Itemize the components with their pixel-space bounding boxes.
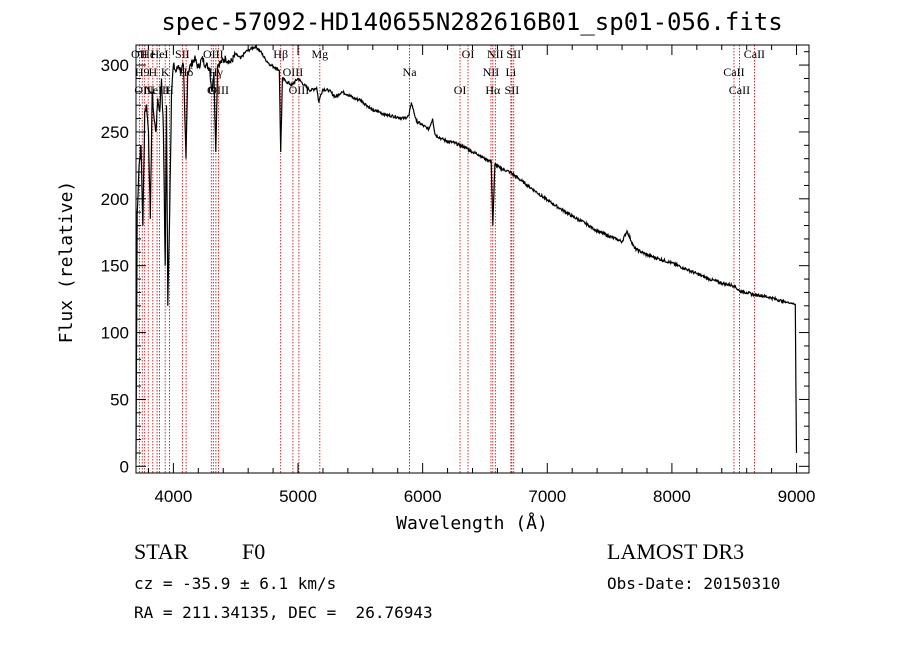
line-marker-label: He xyxy=(141,47,155,61)
line-marker-label: NII xyxy=(487,47,504,61)
y-tick-label: 100 xyxy=(101,324,129,343)
y-tick-label: 300 xyxy=(101,56,129,75)
line-marker-label: Mg xyxy=(311,47,328,61)
line-marker-label: Hα xyxy=(485,83,501,97)
line-marker-label: Li xyxy=(506,65,517,79)
line-marker-label: OI xyxy=(462,47,475,61)
spectrum-line xyxy=(135,44,798,460)
line-marker-label: NeIII xyxy=(144,83,170,97)
redshift-value: cz = -35.9 ± 6.1 km/s xyxy=(134,574,337,593)
y-tick-label: 200 xyxy=(101,190,129,209)
line-marker-label: HeI xyxy=(151,47,169,61)
x-tick-label: 7000 xyxy=(528,487,566,506)
x-tick-label: 4000 xyxy=(154,487,192,506)
line-marker-label: OI xyxy=(454,83,467,97)
x-tick-label: 8000 xyxy=(653,487,691,506)
x-tick-label: 6000 xyxy=(404,487,442,506)
line-marker-label: CaII xyxy=(744,47,765,61)
obs-date: Obs-Date: 20150310 xyxy=(607,574,781,593)
line-marker-label: Hβ xyxy=(273,47,288,61)
line-marker-label: Hγ xyxy=(209,65,224,79)
line-marker-label: CaII xyxy=(729,83,750,97)
line-marker-label: H xyxy=(148,65,157,79)
line-marker-label: SII xyxy=(175,47,190,61)
line-marker-label: OIII xyxy=(134,83,155,97)
line-marker-label: OIII xyxy=(289,83,310,97)
y-tick-label: 250 xyxy=(101,123,129,142)
line-markers xyxy=(138,45,755,473)
x-tick-label: 5000 xyxy=(279,487,317,506)
y-tick-label: 0 xyxy=(120,457,129,476)
line-marker-label: SII xyxy=(505,83,520,97)
y-tick-label: 150 xyxy=(101,257,129,276)
line-marker-label: K xyxy=(161,65,170,79)
line-marker-label: SII xyxy=(506,47,521,61)
line-marker-label: OII xyxy=(131,47,148,61)
line-marker-label: H9 xyxy=(135,65,150,79)
line-marker-labels: OIIH9OIIIHeHNeIIIHeIKHSIIHδGOIIIHγOIIIHβ… xyxy=(131,47,765,97)
line-marker-label: Na xyxy=(403,65,418,79)
y-axis-ticks: 0 50 100 150 200 250 300 xyxy=(101,51,809,476)
plot-frame xyxy=(135,44,810,474)
line-marker-label: NII xyxy=(483,65,500,79)
line-marker-label: CaII xyxy=(723,65,744,79)
line-marker-label: OIII xyxy=(203,47,224,61)
line-marker-label: OIII xyxy=(208,83,229,97)
y-tick-label: 50 xyxy=(110,390,129,409)
object-subclass: F0 xyxy=(242,539,266,564)
x-axis-label: Wavelength (Å) xyxy=(396,512,548,534)
line-marker-label: H xyxy=(165,83,174,97)
x-axis-ticks: 4000 5000 6000 7000 8000 9000 xyxy=(147,45,816,506)
chart-title: spec-57092-HD140655N282616B01_sp01-056.f… xyxy=(161,8,782,36)
spectrum-chart: spec-57092-HD140655N282616B01_sp01-056.f… xyxy=(56,8,816,534)
y-axis-label: Flux (relative) xyxy=(56,181,77,344)
line-marker-label: OIII xyxy=(283,65,304,79)
x-tick-label: 9000 xyxy=(778,487,816,506)
survey-label: LAMOST DR3 xyxy=(607,539,745,564)
coordinates: RA = 211.34135, DEC = 26.76943 xyxy=(134,603,433,622)
object-class: STAR xyxy=(134,539,189,564)
